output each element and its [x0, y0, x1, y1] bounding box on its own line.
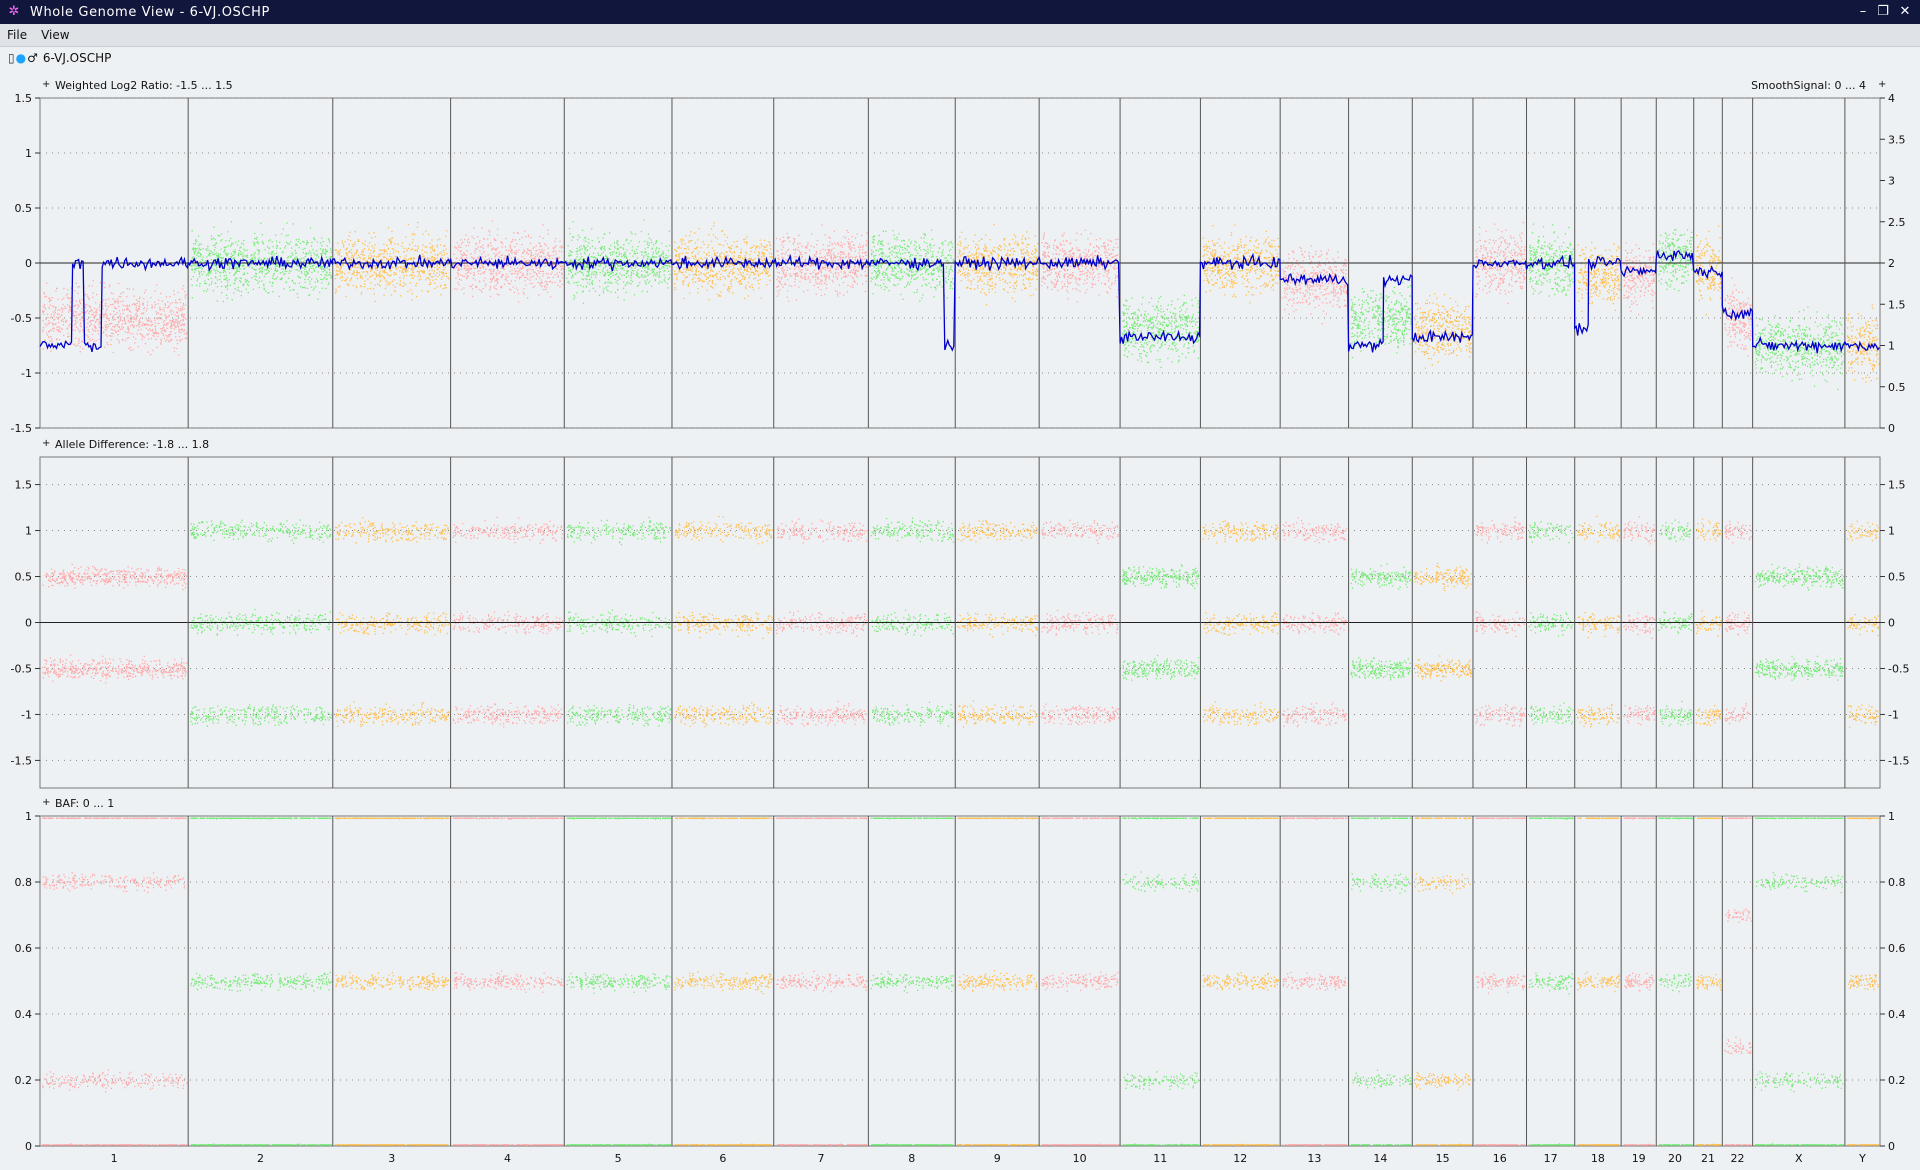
- chromosome-label: 4: [504, 1152, 511, 1165]
- right-tick-label: 0: [1888, 617, 1895, 630]
- left-tick-label: -0.5: [11, 662, 32, 675]
- chromosome-label: 19: [1632, 1152, 1646, 1165]
- chromosome-label: 18: [1591, 1152, 1605, 1165]
- left-tick-label: 0.4: [15, 1008, 33, 1021]
- chromosome-label: 7: [818, 1152, 825, 1165]
- chromosome-label: 20: [1668, 1152, 1682, 1165]
- left-tick-label: 0: [25, 617, 32, 630]
- chromosome-label: 5: [615, 1152, 622, 1165]
- right-tick-label: 0: [1888, 422, 1895, 435]
- panel-baf: [35, 816, 1885, 1146]
- left-tick-label: 1: [25, 147, 32, 160]
- right-tick-label: 4: [1888, 92, 1895, 105]
- panel-expand-icon: +: [42, 438, 50, 449]
- left-tick-label: 1.5: [15, 92, 33, 105]
- left-tick-label: 0.8: [15, 876, 33, 889]
- left-tick-label: 0: [25, 1140, 32, 1153]
- chromosome-label: 16: [1493, 1152, 1507, 1165]
- right-tick-label: 0.5: [1888, 571, 1906, 584]
- chromosome-label: 12: [1233, 1152, 1247, 1165]
- right-tick-label: -1.5: [1888, 754, 1909, 767]
- chromosome-label: 8: [908, 1152, 915, 1165]
- chromosome-label: 14: [1373, 1152, 1387, 1165]
- left-tick-label: -1.5: [11, 754, 32, 767]
- chromosome-label: 17: [1544, 1152, 1558, 1165]
- chromosome-label: 1: [111, 1152, 118, 1165]
- right-tick-label: 0.5: [1888, 381, 1906, 394]
- panel-label: BAF: 0 ... 1: [55, 797, 114, 810]
- panel-expand-icon: +: [42, 79, 50, 90]
- scatter-points: [42, 219, 1879, 390]
- left-tick-label: 1.5: [15, 479, 33, 492]
- right-tick-label: 1: [1888, 810, 1895, 823]
- left-tick-label: -1.5: [11, 422, 32, 435]
- chromosome-label: 21: [1701, 1152, 1715, 1165]
- left-tick-label: -1: [21, 708, 32, 721]
- chromosome-label: 10: [1073, 1152, 1087, 1165]
- right-tick-label: 3.5: [1888, 133, 1906, 146]
- right-tick-label: 0.6: [1888, 942, 1906, 955]
- panel-allele: [35, 457, 1885, 788]
- right-tick-label: 0: [1888, 1140, 1895, 1153]
- left-tick-label: -0.5: [11, 312, 32, 325]
- panel-right-expand-icon: +: [1878, 79, 1886, 90]
- panel-label: Weighted Log2 Ratio: -1.5 ... 1.5: [55, 79, 233, 92]
- panel-label: Allele Difference: -1.8 ... 1.8: [55, 438, 209, 451]
- chromosome-label: Y: [1858, 1152, 1866, 1165]
- right-tick-label: 0.2: [1888, 1074, 1906, 1087]
- chromosome-label: 3: [388, 1152, 395, 1165]
- chromosome-label: 15: [1436, 1152, 1450, 1165]
- scatter-points: [42, 818, 1879, 1146]
- right-tick-label: -1: [1888, 708, 1899, 721]
- left-tick-label: 1: [25, 525, 32, 538]
- left-tick-label: 0.6: [15, 942, 33, 955]
- left-tick-label: 0.2: [15, 1074, 33, 1087]
- right-tick-label: 1.5: [1888, 298, 1906, 311]
- chromosome-label: 13: [1307, 1152, 1321, 1165]
- chromosome-label: 9: [994, 1152, 1001, 1165]
- left-tick-label: -1: [21, 367, 32, 380]
- scatter-points: [42, 516, 1879, 728]
- chromosome-label: 22: [1730, 1152, 1744, 1165]
- panel-right-label: SmoothSignal: 0 ... 4: [1751, 79, 1866, 92]
- chromosome-label: 11: [1153, 1152, 1167, 1165]
- right-tick-label: 3: [1888, 175, 1895, 188]
- right-tick-label: 1: [1888, 340, 1895, 353]
- right-tick-label: 1.5: [1888, 479, 1906, 492]
- left-tick-label: 0.5: [15, 202, 33, 215]
- chromosome-label: X: [1795, 1152, 1803, 1165]
- right-tick-label: -0.5: [1888, 662, 1909, 675]
- right-tick-label: 0.4: [1888, 1008, 1906, 1021]
- left-tick-label: 1: [25, 810, 32, 823]
- right-tick-label: 2.5: [1888, 216, 1906, 229]
- right-tick-label: 0.8: [1888, 876, 1906, 889]
- right-tick-label: 2: [1888, 257, 1895, 270]
- panel-expand-icon: +: [42, 797, 50, 808]
- left-tick-label: 0.5: [15, 571, 33, 584]
- chromosome-label: 2: [257, 1152, 264, 1165]
- right-tick-label: 1: [1888, 525, 1895, 538]
- left-tick-label: 0: [25, 257, 32, 270]
- chromosome-label: 6: [719, 1152, 726, 1165]
